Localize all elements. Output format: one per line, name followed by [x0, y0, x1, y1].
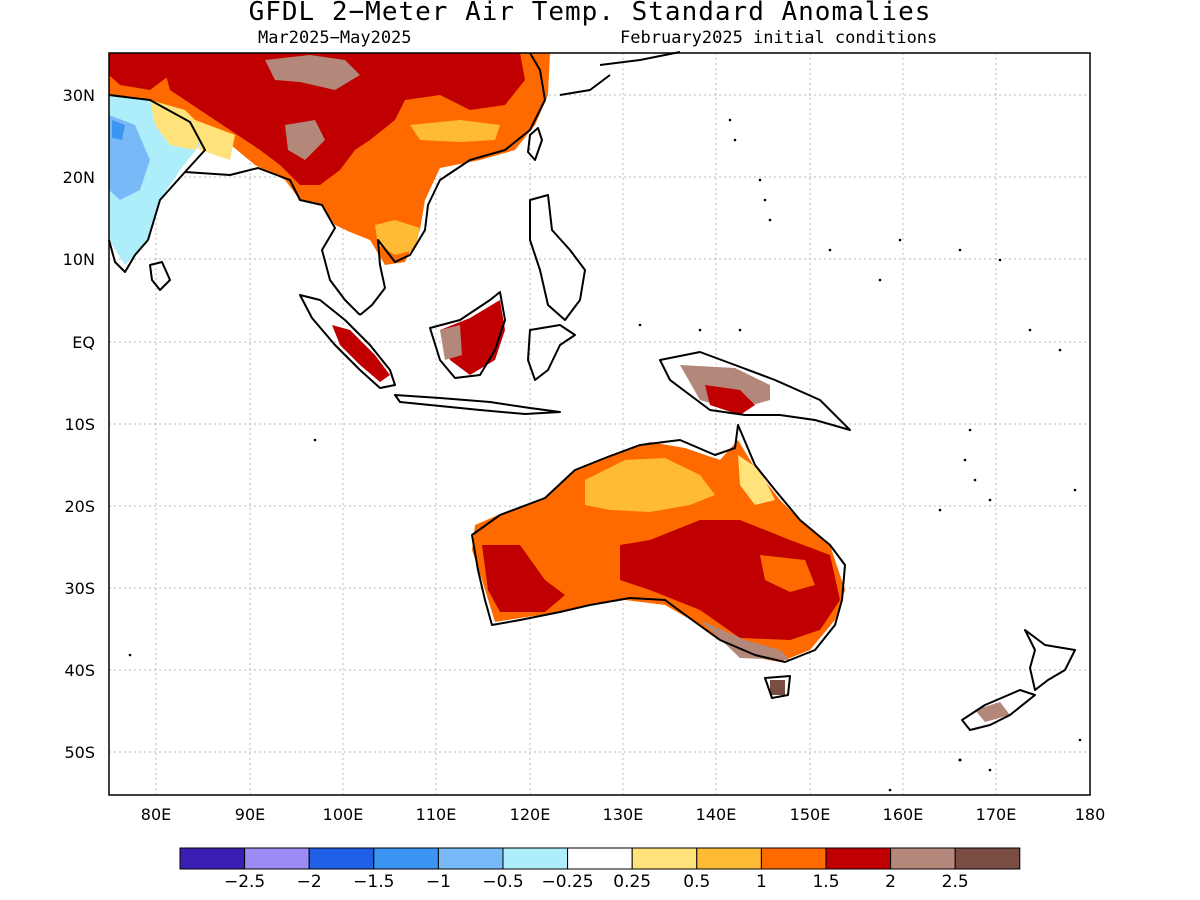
anomaly-shading — [109, 53, 1010, 722]
lat-label: 10N — [63, 250, 95, 269]
lon-label: 80E — [141, 805, 171, 824]
australia-anomaly-brown-south — [700, 620, 790, 660]
lat-label: 40S — [64, 661, 95, 680]
coast-taiwan — [527, 127, 543, 161]
colorbar-label: 2.5 — [942, 872, 969, 892]
lat-label: 30N — [63, 86, 95, 105]
initial-conditions: February2025 initial conditions — [620, 28, 938, 48]
colorbar: −2.5 −2 −1.5 −1 −0.5 −0.25 0.25 0.5 1 1.5 2 2.5 — [179, 847, 1021, 892]
australia-anomaly-yellow-ne — [738, 455, 775, 505]
asia-anomaly-brown-2 — [285, 120, 325, 160]
colorbar-swatch — [244, 847, 310, 870]
colorbar-label: 0.25 — [613, 872, 651, 892]
coast-asia — [108, 52, 546, 316]
coast-sulawesi — [527, 324, 576, 381]
colorbar-label: 2 — [885, 872, 896, 892]
map-title: GFDL 2−Meter Air Temp. Standard Anomalie… — [248, 0, 932, 27]
australia-anomaly-orange-center — [760, 555, 815, 592]
lat-label: 20N — [63, 168, 95, 187]
asia-anomaly-yellow — [410, 120, 500, 142]
lon-label: 120E — [510, 805, 551, 824]
coast-png — [659, 351, 851, 431]
colorbar-swatch — [954, 847, 1021, 870]
lat-label: 30S — [64, 579, 95, 598]
borneo-anomaly-brown — [440, 325, 462, 360]
australia-anomaly-red-west — [482, 545, 565, 612]
forecast-period: Mar2025−May2025 — [258, 28, 412, 48]
india-anomaly-deep-blue — [112, 120, 125, 140]
lon-label: 150E — [790, 805, 831, 824]
coast-java — [394, 394, 561, 415]
colorbar-label: −2.5 — [224, 872, 265, 892]
colorbar-swatch — [825, 847, 892, 870]
colorbar-swatch — [631, 847, 698, 870]
lon-label: 110E — [416, 805, 457, 824]
coastlines — [108, 51, 1076, 731]
colorbar-label: −1 — [426, 872, 451, 892]
coast-australia — [471, 424, 846, 663]
colorbar-label: −2 — [297, 872, 322, 892]
asia-anomaly-brown — [265, 55, 360, 90]
latitude-labels: 30N 20N 10N EQ 10S 20S 30S 40S 50S — [63, 86, 95, 762]
coast-nz-south — [961, 689, 1036, 731]
longitude-labels: 80E 90E 100E 110E 120E 130E 140E 150E 16… — [141, 805, 1106, 824]
colorbar-swatch — [890, 847, 956, 870]
lon-label: 90E — [235, 805, 265, 824]
colorbar-swatch — [760, 847, 827, 870]
lat-label: 10S — [64, 415, 95, 434]
lon-label: 160E — [883, 805, 924, 824]
colorbar-label: 1 — [756, 872, 767, 892]
coast-philippines — [529, 194, 586, 321]
sumatra-anomaly — [332, 325, 390, 382]
colorbar-swatch — [308, 847, 375, 870]
colorbar-swatch — [373, 847, 439, 870]
coast-sri-lanka — [149, 261, 171, 291]
coast-tasmania — [764, 675, 791, 699]
colorbar-swatch — [502, 847, 569, 870]
lat-label: EQ — [72, 333, 95, 352]
lon-label: 130E — [603, 805, 644, 824]
india-anomaly-yellow — [150, 100, 205, 150]
colorbar-label: 1.5 — [812, 872, 839, 892]
lon-label: 180 — [1075, 805, 1106, 824]
colorbar-label: −1.5 — [353, 872, 394, 892]
lat-label: 20S — [64, 497, 95, 516]
colorbar-label: −0.25 — [542, 872, 594, 892]
colorbar-swatch — [696, 847, 762, 870]
colorbar-label: 0.5 — [683, 872, 710, 892]
colorbar-swatch — [567, 847, 633, 870]
colorbar-swatch — [179, 847, 246, 870]
png-anomaly-red — [705, 385, 755, 415]
india-anomaly-red — [109, 53, 170, 90]
lat-label: 50S — [64, 743, 95, 762]
lon-label: 100E — [323, 805, 364, 824]
asia-anomaly-red — [160, 53, 525, 185]
map-frame — [108, 52, 1091, 796]
coast-nz-north — [1024, 629, 1076, 691]
coast-sumatra — [299, 294, 396, 389]
australia-anomaly-yellow — [585, 458, 715, 512]
islands — [128, 118, 1082, 792]
lon-label: 170E — [976, 805, 1017, 824]
australia-anomaly-red-east — [620, 520, 840, 640]
tasmania-anomaly — [770, 680, 785, 695]
nz-anomaly — [975, 702, 1010, 722]
colorbar-swatch — [437, 847, 504, 870]
coast-japan — [559, 51, 681, 96]
lon-label: 140E — [696, 805, 737, 824]
colorbar-label: −0.5 — [482, 872, 523, 892]
coast-borneo — [429, 291, 506, 379]
asia-anomaly-yellow-2 — [375, 220, 420, 255]
